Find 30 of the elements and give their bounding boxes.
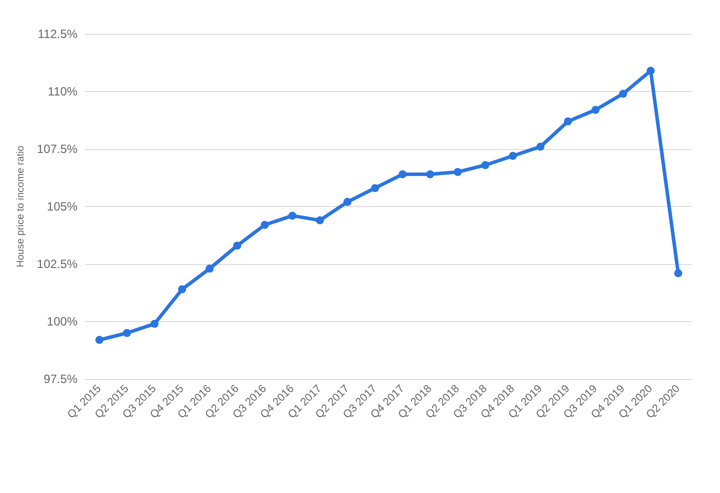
y-axis-title: House price to income ratio bbox=[16, 145, 26, 268]
y-tick-label: 105% bbox=[46, 200, 78, 214]
y-tick-label: 107.5% bbox=[36, 142, 78, 156]
point bbox=[178, 285, 186, 294]
point bbox=[95, 336, 104, 344]
y-tick-label: 110% bbox=[48, 84, 78, 98]
point bbox=[426, 170, 434, 178]
point bbox=[536, 142, 544, 151]
point bbox=[454, 168, 462, 176]
point bbox=[371, 184, 380, 192]
point bbox=[260, 220, 269, 229]
point bbox=[481, 161, 490, 170]
point bbox=[619, 90, 628, 98]
point bbox=[343, 198, 352, 206]
point bbox=[150, 320, 159, 328]
y-tick-label: 97.5% bbox=[44, 372, 78, 386]
y-tick-label: 112.5% bbox=[38, 27, 78, 41]
point bbox=[674, 269, 682, 278]
point bbox=[288, 212, 296, 220]
point bbox=[564, 117, 572, 126]
point bbox=[592, 106, 600, 114]
point bbox=[508, 152, 517, 160]
y-tick-label: 100% bbox=[46, 314, 78, 328]
point bbox=[233, 242, 242, 250]
y-tick-label: 102.5% bbox=[36, 257, 78, 271]
point bbox=[646, 66, 655, 75]
point bbox=[122, 329, 131, 337]
point bbox=[206, 264, 214, 273]
point bbox=[398, 170, 407, 178]
point bbox=[316, 216, 324, 224]
